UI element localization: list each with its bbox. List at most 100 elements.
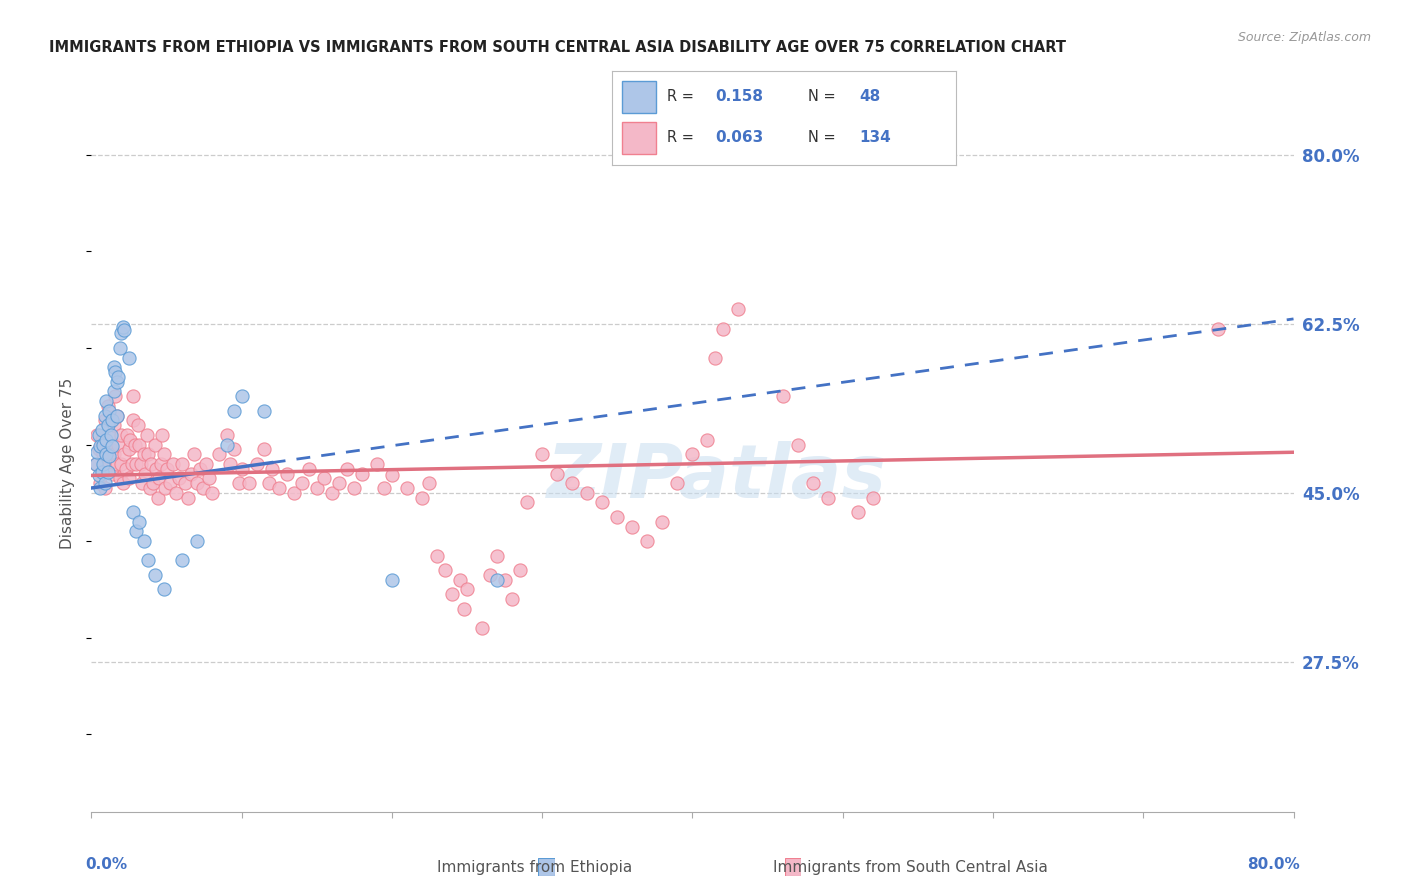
Point: [98, 403, 121, 417]
Point: [110, 326, 132, 341]
Point: [176, 491, 198, 505]
Point: [246, 457, 269, 471]
Point: [89, 481, 111, 495]
Point: [101, 440, 124, 454]
Y-axis label: Disability Age Over 75: Disability Age Over 75: [60, 378, 76, 549]
Point: [97, 399, 120, 413]
Point: [129, 457, 152, 471]
Point: [786, 437, 808, 451]
Point: [336, 461, 359, 475]
Point: [418, 476, 440, 491]
Point: [231, 461, 253, 475]
Point: [696, 433, 718, 447]
Point: [194, 457, 217, 471]
Point: [509, 563, 531, 577]
Point: [97, 418, 120, 433]
Point: [128, 437, 150, 451]
Point: [105, 375, 128, 389]
Point: [105, 409, 128, 423]
Point: [373, 481, 395, 495]
Point: [103, 418, 125, 433]
Point: [138, 447, 160, 461]
Point: [111, 476, 134, 491]
Point: [96, 437, 118, 451]
Point: [139, 481, 162, 495]
Point: [516, 495, 538, 509]
Text: 0.063: 0.063: [716, 130, 763, 145]
Point: [132, 447, 155, 461]
Point: [257, 476, 280, 491]
Point: [115, 461, 138, 475]
Point: [107, 369, 129, 384]
Point: [142, 476, 165, 491]
Text: 134: 134: [859, 130, 891, 145]
Point: [145, 461, 167, 475]
Point: [93, 447, 115, 461]
Point: [94, 476, 117, 491]
Point: [186, 534, 208, 549]
Point: [817, 491, 839, 505]
Point: [104, 365, 127, 379]
Point: [121, 457, 143, 471]
Point: [90, 433, 112, 447]
Point: [143, 568, 166, 582]
Point: [103, 384, 125, 399]
Point: [103, 447, 125, 461]
Point: [165, 485, 187, 500]
Point: [846, 505, 869, 519]
Point: [96, 461, 118, 475]
Point: [381, 468, 404, 483]
Point: [105, 457, 128, 471]
Point: [86, 428, 108, 442]
Point: [215, 437, 238, 451]
Point: [231, 389, 253, 403]
Point: [238, 476, 260, 491]
Point: [98, 457, 121, 471]
Point: [110, 457, 132, 471]
Point: [188, 461, 211, 475]
Text: 0.0%: 0.0%: [86, 857, 128, 872]
Point: [531, 447, 554, 461]
Point: [118, 471, 141, 485]
Text: R =: R =: [666, 89, 699, 104]
Point: [100, 442, 122, 457]
Text: Immigrants from Ethiopia: Immigrants from Ethiopia: [437, 860, 633, 874]
Point: [128, 515, 150, 529]
Point: [122, 389, 145, 403]
Point: [152, 447, 174, 461]
Point: [167, 471, 190, 485]
Point: [711, 321, 734, 335]
Point: [606, 510, 628, 524]
Point: [305, 481, 328, 495]
Point: [426, 549, 449, 563]
Text: 80.0%: 80.0%: [1247, 857, 1299, 872]
Point: [98, 428, 121, 442]
Point: [101, 413, 124, 427]
Point: [381, 573, 404, 587]
Point: [146, 491, 169, 505]
Point: [162, 457, 184, 471]
Point: [93, 437, 115, 451]
Bar: [621, 81, 657, 112]
Point: [201, 485, 224, 500]
Point: [134, 467, 156, 481]
Point: [124, 437, 146, 451]
Point: [148, 471, 170, 485]
Point: [152, 582, 174, 597]
Point: [621, 519, 644, 533]
Point: [471, 621, 494, 635]
Point: [651, 515, 673, 529]
Point: [170, 553, 193, 567]
Text: ZIPatlas: ZIPatlas: [547, 442, 887, 515]
Point: [449, 573, 471, 587]
Point: [253, 403, 276, 417]
Point: [149, 457, 172, 471]
Point: [103, 360, 125, 375]
Point: [395, 481, 418, 495]
Point: [159, 476, 181, 491]
Point: [107, 437, 129, 451]
Point: [561, 476, 583, 491]
Point: [366, 457, 388, 471]
Point: [486, 573, 509, 587]
Point: [183, 447, 205, 461]
